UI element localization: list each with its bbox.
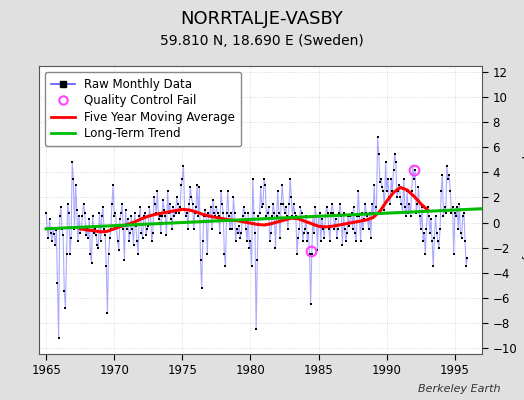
Text: NORRTALJE-VASBY: NORRTALJE-VASBY [181, 10, 343, 28]
Text: Berkeley Earth: Berkeley Earth [418, 384, 500, 394]
Legend: Raw Monthly Data, Quality Control Fail, Five Year Moving Average, Long-Term Tren: Raw Monthly Data, Quality Control Fail, … [45, 72, 241, 146]
Y-axis label: Temperature Anomaly (°C): Temperature Anomaly (°C) [521, 131, 524, 289]
Text: 59.810 N, 18.690 E (Sweden): 59.810 N, 18.690 E (Sweden) [160, 34, 364, 48]
